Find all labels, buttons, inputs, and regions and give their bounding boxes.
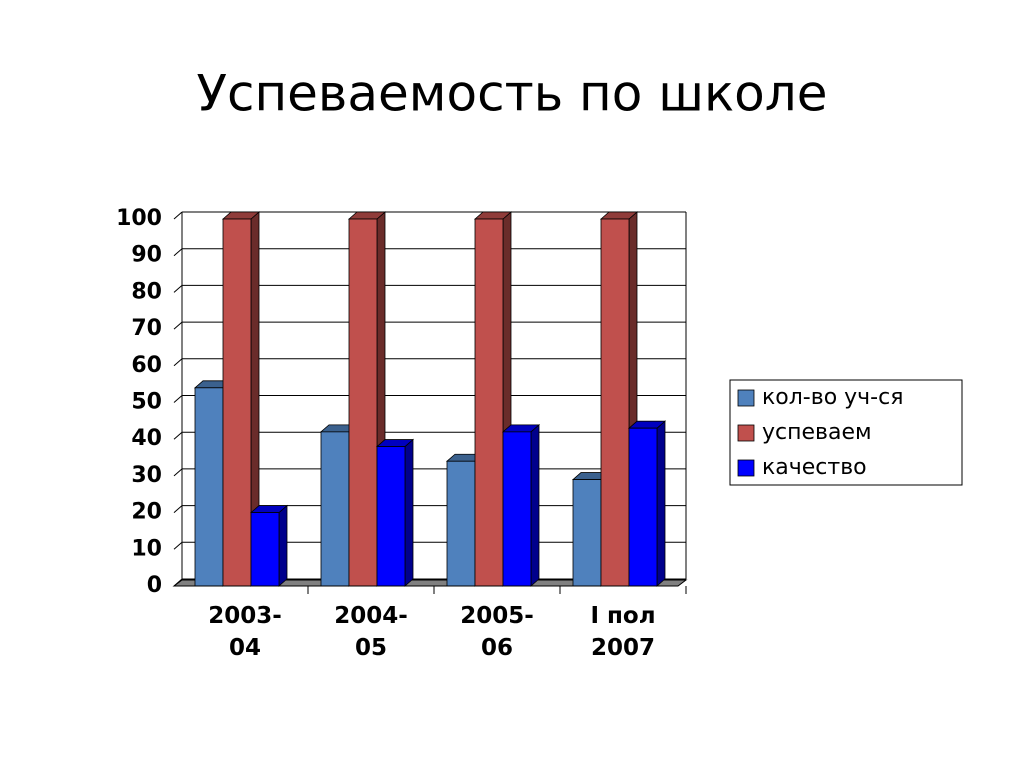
tick-mark <box>173 358 183 367</box>
bar <box>249 504 289 587</box>
bar-front <box>348 218 378 587</box>
bar-side <box>656 420 666 587</box>
y-tick-label: 10 <box>131 536 162 561</box>
y-tick-label: 60 <box>131 353 162 378</box>
y-tick-label: 40 <box>131 426 162 451</box>
tick-mark <box>173 211 183 220</box>
tick-mark <box>173 395 183 403</box>
y-tick-label: 50 <box>131 390 162 415</box>
y-tick-label: 0 <box>147 573 162 598</box>
bar-front <box>376 446 406 587</box>
bar-front <box>446 460 476 587</box>
tick-mark <box>173 431 183 440</box>
tick-mark <box>173 248 183 257</box>
bar-side <box>530 423 540 587</box>
legend-label: кол-во уч-ся <box>762 385 903 410</box>
x-tick-label: 2003-04 <box>208 603 282 661</box>
y-tick-label: 70 <box>131 316 162 341</box>
bar <box>221 211 261 587</box>
chart-title: Успеваемость по школе <box>196 65 827 123</box>
tick-mark <box>173 468 183 477</box>
bar-side <box>278 504 288 587</box>
x-tick-label: I пол 2007 <box>590 603 656 661</box>
bar <box>347 211 387 587</box>
legend-swatch <box>737 459 755 477</box>
bar-front <box>320 431 350 587</box>
y-tick-label: 20 <box>131 500 162 525</box>
tick-mark <box>173 578 183 587</box>
legend-label: успеваем <box>762 420 872 445</box>
bar <box>501 423 541 587</box>
tick-mark <box>173 541 183 550</box>
bar-front <box>502 431 532 587</box>
tick-mark <box>173 321 183 330</box>
tick-mark <box>173 505 183 513</box>
bar-front <box>194 387 224 587</box>
legend-swatch <box>737 389 755 407</box>
bar <box>375 438 415 587</box>
bar-front <box>222 218 252 587</box>
legend-box <box>729 379 963 486</box>
legend-swatch <box>737 424 755 442</box>
bar-front <box>250 512 280 587</box>
bar-front <box>474 218 504 587</box>
tick-mark <box>173 285 183 293</box>
legend-label: качество <box>762 455 867 480</box>
y-tick-label: 80 <box>131 279 162 304</box>
bar-front <box>628 427 658 587</box>
bar-front <box>572 479 602 587</box>
bar-side <box>404 438 414 587</box>
x-tick-label: 2005-06 <box>460 603 534 661</box>
y-tick-label: 90 <box>131 243 162 268</box>
bar <box>627 420 667 587</box>
y-tick-label: 100 <box>116 206 162 231</box>
y-tick-label: 30 <box>131 463 162 488</box>
bar-front <box>600 218 630 587</box>
x-tick-label: 2004-05 <box>334 603 408 661</box>
